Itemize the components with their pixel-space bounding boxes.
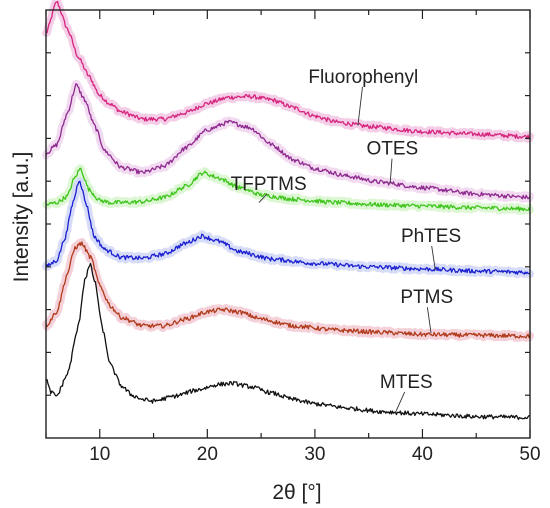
leader-phtes xyxy=(431,245,436,271)
x-tick-label: 10 xyxy=(89,444,110,465)
x-tick-label: 40 xyxy=(412,444,433,465)
leader-fluorophenyl xyxy=(357,86,363,126)
band-fluorophenyl xyxy=(42,0,534,143)
x-tick-label: 20 xyxy=(197,444,218,465)
axes: 10 20 30 40 50 xyxy=(45,9,541,465)
series-line-ptms xyxy=(45,241,531,339)
series-line-tfptms xyxy=(45,167,531,212)
series-line-mtes xyxy=(45,262,531,421)
x-axis-title: 2θ [°] xyxy=(272,481,321,504)
series-lines xyxy=(45,0,531,421)
x-tick-label: 50 xyxy=(519,444,540,465)
label-mtes: MTES xyxy=(380,372,433,393)
leader-mtes xyxy=(395,391,406,413)
x-tick-label: 30 xyxy=(304,444,325,465)
series-line-otes xyxy=(45,83,531,200)
label-otes: OTES xyxy=(366,139,418,160)
leader-ptms xyxy=(426,307,432,334)
plot-frame xyxy=(45,9,531,439)
y-axis-title: Intensity [a.u.] xyxy=(10,152,33,283)
label-phtes: PhTES xyxy=(401,226,461,247)
label-fluorophenyl: Fluorophenyl xyxy=(308,67,418,88)
series-bands xyxy=(42,0,534,342)
label-ptms: PTMS xyxy=(400,287,453,308)
series-annotations: Fluorophenyl OTES TFPTMS PhTES PTMS MTES xyxy=(231,67,461,413)
leader-tfptms xyxy=(258,193,268,203)
series-line-phtes xyxy=(45,180,531,275)
leader-otes xyxy=(389,158,393,184)
label-tfptms: TFPTMS xyxy=(231,174,307,195)
series-line-fluorophenyl xyxy=(45,0,531,140)
